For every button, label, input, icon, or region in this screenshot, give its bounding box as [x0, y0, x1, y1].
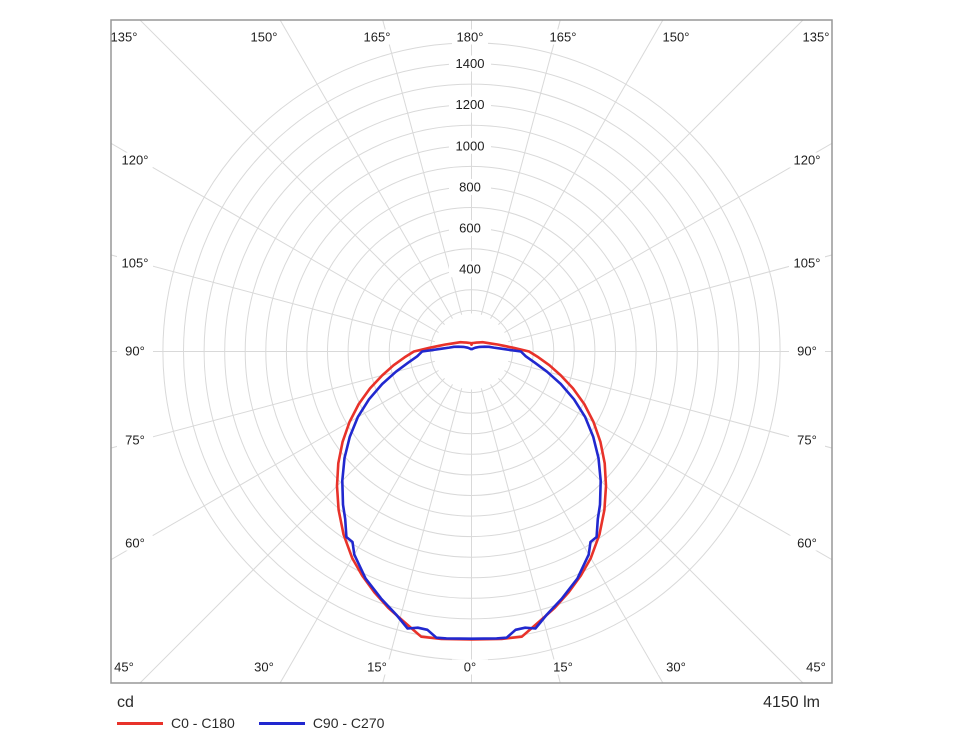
angle-tick-top-3: 180° [457, 30, 484, 45]
plot-border [110, 19, 833, 684]
grid-ray-45deg [498, 378, 804, 683]
angle-tick-top-6-bg [798, 29, 834, 45]
radial-tick-label-600: 600 [459, 221, 481, 236]
grid-ray-300deg [111, 370, 439, 561]
grid-ray-105deg [508, 254, 832, 343]
grid-ray-255deg [111, 254, 435, 343]
angle-tick-top-1-bg [246, 29, 282, 45]
luminous-flux-label: 4150 lm [763, 694, 820, 711]
angle-tick-top-5: 150° [663, 30, 690, 45]
angle-tick-top-1: 150° [251, 30, 278, 45]
radial-tick-label-1400: 1400 [456, 56, 485, 71]
radial-unit-label: cd [117, 694, 134, 711]
angle-tick-left-1: 105° [122, 256, 149, 271]
angle-tick-bottom-6-bg [798, 659, 834, 675]
grid-ray-60deg [504, 370, 832, 561]
angle-tick-right-3: 75° [797, 433, 817, 448]
angle-tick-right-0: 120° [794, 153, 821, 168]
angle-tick-bottom-2-bg [359, 659, 395, 675]
angle-tick-top-3-bg [452, 29, 488, 45]
radial-tick-bg [449, 220, 491, 237]
radial-tick-bg [449, 137, 491, 154]
grid-ray-15deg [480, 388, 561, 683]
angle-tick-bottom-5-bg [658, 659, 694, 675]
radial-tick-label-1200: 1200 [456, 97, 485, 112]
grid-ray-195deg [382, 20, 463, 315]
angle-tick-left-0: 120° [122, 153, 149, 168]
angle-tick-top-2: 165° [364, 30, 391, 45]
angle-tick-bottom-5: 30° [666, 660, 686, 675]
angle-tick-bottom-3-bg [452, 659, 488, 675]
angle-tick-bottom-2: 15° [367, 660, 387, 675]
angle-tick-left-0-bg [117, 152, 153, 168]
angle-tick-left-2-bg [117, 343, 153, 359]
grid-ray-30deg [490, 384, 664, 683]
legend-label-c0-c180: C0 - C180 [171, 715, 235, 731]
angle-tick-top-5-bg [658, 29, 694, 45]
angle-tick-top-0-bg [106, 29, 142, 45]
radial-tick-label-800: 800 [459, 179, 481, 194]
angle-tick-top-6: 135° [803, 30, 830, 45]
angle-tick-top-2-bg [359, 29, 395, 45]
angle-tick-bottom-1: 30° [254, 660, 274, 675]
radial-tick-label-400: 400 [459, 262, 481, 277]
legend-item-c0-c180: C0 - C180 [117, 715, 235, 731]
angle-tick-bottom-3: 0° [464, 660, 476, 675]
radial-tick-bg [449, 55, 491, 72]
angle-tick-bottom-4-bg [545, 659, 581, 675]
grid-ray-315deg [139, 378, 445, 683]
grid-ray-285deg [111, 360, 435, 449]
grid-ray-75deg [508, 360, 832, 449]
angle-tick-right-1-bg [789, 255, 825, 271]
radial-tick-bg [449, 96, 491, 113]
grid-ray-210deg [279, 20, 453, 319]
legend-label-c90-c270: C90 - C270 [312, 715, 385, 731]
angle-tick-right-4: 60° [797, 536, 817, 551]
radial-tick-bg [449, 178, 491, 195]
angle-tick-right-4-bg [789, 535, 825, 551]
angle-tick-bottom-0: 45° [114, 660, 134, 675]
angle-tick-right-3-bg [789, 432, 825, 448]
grid-ray-120deg [504, 142, 832, 333]
angle-tick-left-4: 60° [125, 536, 145, 551]
legend: C0 - C180 C90 - C270 [117, 715, 384, 731]
angle-tick-left-4-bg [117, 535, 153, 551]
angle-tick-bottom-6: 45° [806, 660, 826, 675]
radial-tick-label-1000: 1000 [456, 138, 485, 153]
angle-tick-left-3-bg [117, 432, 153, 448]
angle-tick-right-0-bg [789, 152, 825, 168]
angle-tick-top-4: 165° [550, 30, 577, 45]
angle-tick-bottom-0-bg [106, 659, 142, 675]
curve-c90-c270 [341, 345, 602, 640]
angle-tick-top-4-bg [545, 29, 581, 45]
c90-c270-line-swatch [258, 721, 305, 725]
c0-c180-line-swatch [117, 721, 163, 725]
legend-item-c90-c270: C90 - C270 [258, 715, 385, 731]
angle-tick-left-3: 75° [125, 433, 145, 448]
grid-ray-165deg [480, 20, 561, 315]
grid-ray-135deg [498, 20, 804, 325]
grid-ray-345deg [382, 388, 463, 683]
grid-ray-225deg [139, 20, 445, 325]
grid-ray-150deg [490, 20, 664, 319]
angle-tick-bottom-4: 15° [553, 660, 573, 675]
angle-tick-left-2: 90° [125, 344, 145, 359]
angle-tick-right-2-bg [789, 343, 825, 359]
angle-tick-bottom-1-bg [246, 659, 282, 675]
grid-ray-330deg [279, 384, 453, 683]
angle-tick-top-0: 135° [111, 30, 138, 45]
radial-tick-bg [449, 261, 491, 278]
angle-tick-right-2: 90° [797, 344, 817, 359]
grid-ray-240deg [111, 142, 439, 333]
angle-tick-left-1-bg [117, 255, 153, 271]
angle-tick-right-1: 105° [794, 256, 821, 271]
